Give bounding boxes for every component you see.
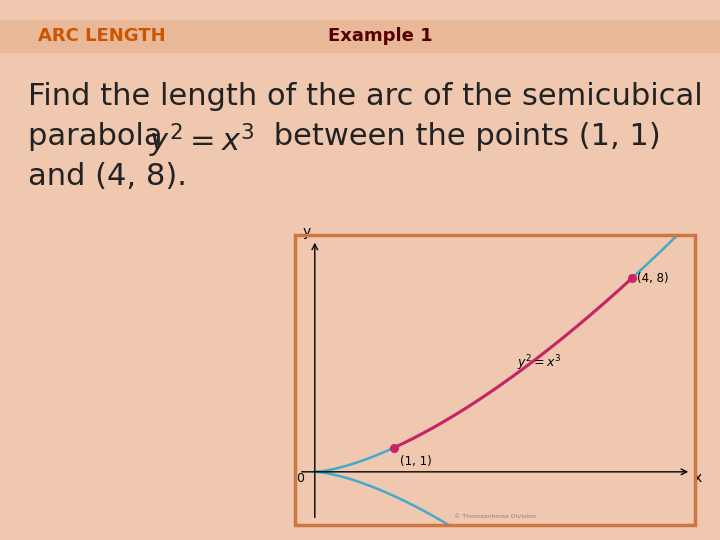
Bar <box>0 20 720 52</box>
Text: Find the length of the arc of the semicubical: Find the length of the arc of the semicu… <box>28 82 703 111</box>
Text: and (4, 8).: and (4, 8). <box>28 162 187 191</box>
Text: (1, 1): (1, 1) <box>400 455 431 468</box>
Text: © Thomsonhorse Division: © Thomsonhorse Division <box>454 514 536 519</box>
Text: $y^2 = x^3$: $y^2 = x^3$ <box>517 353 561 373</box>
Text: x: x <box>693 471 702 485</box>
Text: between the points (1, 1): between the points (1, 1) <box>264 122 661 151</box>
Text: 0: 0 <box>297 472 305 485</box>
Text: (4, 8): (4, 8) <box>637 272 669 285</box>
Text: parabola: parabola <box>28 122 172 151</box>
Text: y: y <box>302 225 311 239</box>
Bar <box>295 235 695 525</box>
Text: $y^2 = x^3$: $y^2 = x^3$ <box>149 122 254 160</box>
Text: Example 1: Example 1 <box>328 27 432 45</box>
Text: ARC LENGTH: ARC LENGTH <box>38 27 166 45</box>
